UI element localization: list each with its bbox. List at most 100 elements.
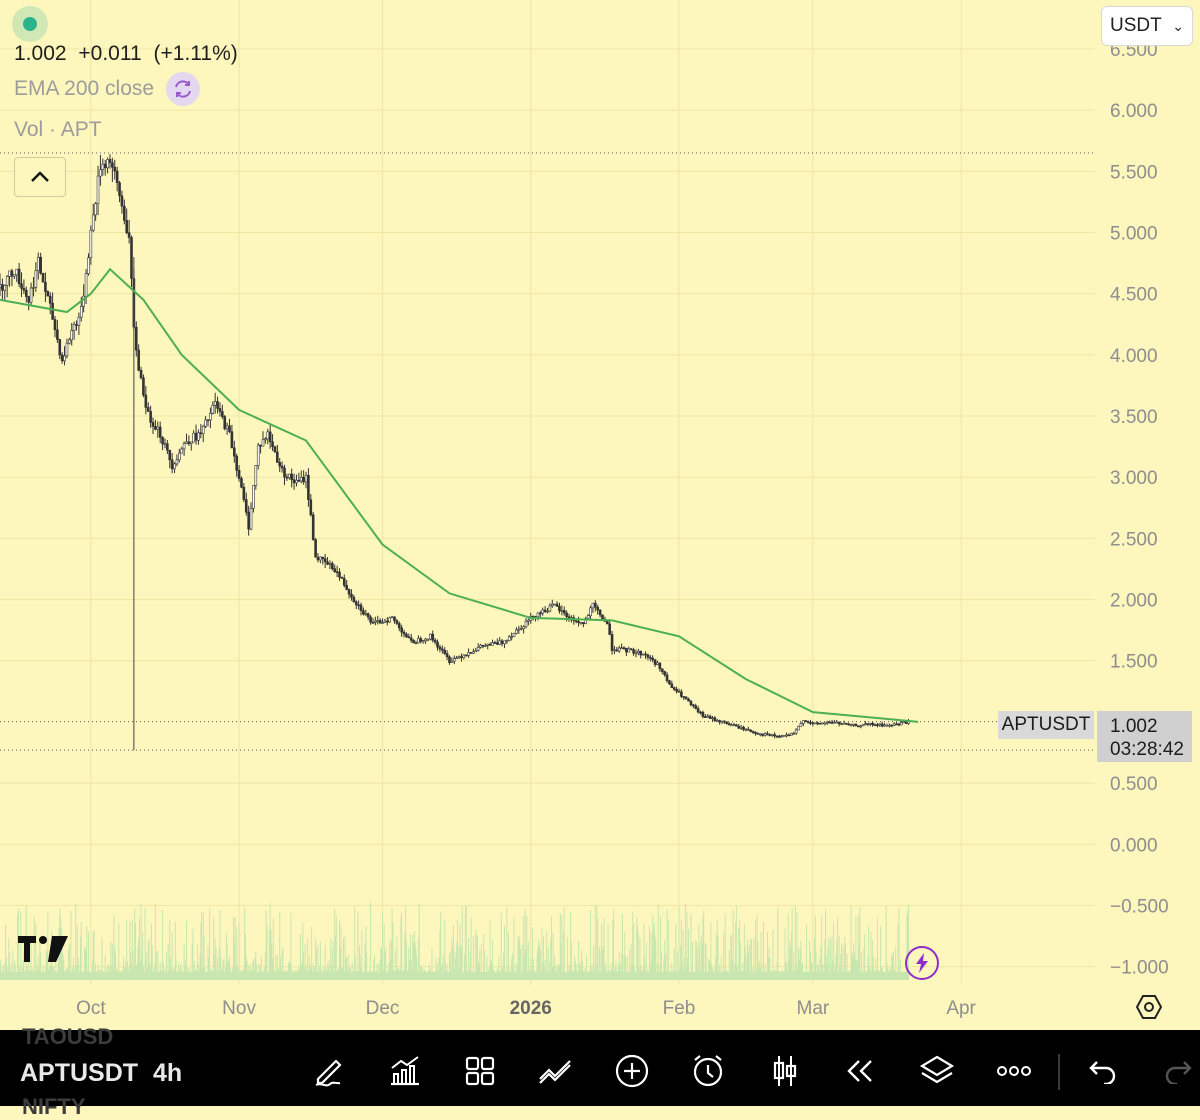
candle-body: [558, 605, 561, 612]
chart-type-button[interactable]: [767, 1053, 803, 1089]
x-tick-label: Nov: [222, 998, 256, 1019]
candle-body: [182, 443, 186, 450]
candle-body: [680, 691, 683, 697]
candle-body: [20, 283, 23, 289]
chart-settings-icon[interactable]: [1135, 994, 1163, 1025]
currency-select[interactable]: USDT ⌄: [1101, 6, 1193, 46]
candle-body: [137, 349, 140, 371]
y-tick-label: 4.000: [1110, 346, 1158, 367]
candle-body: [718, 720, 721, 723]
layouts-button[interactable]: [462, 1053, 498, 1089]
toolbar-divider: [1058, 1054, 1060, 1090]
candle-body: [15, 268, 19, 276]
candle-body: [770, 734, 774, 736]
price-chart[interactable]: 6.5006.0005.5005.0004.5004.0003.5003.000…: [0, 0, 1200, 1030]
candle-body: [390, 616, 394, 619]
redo-icon: [1165, 1061, 1192, 1084]
last-price-tag: 1.002 03:28:42: [1097, 711, 1192, 762]
candle-body: [292, 479, 296, 484]
candle-body: [586, 615, 590, 619]
candle-body: [374, 620, 377, 623]
candle-body: [108, 159, 112, 164]
candle-body: [209, 412, 212, 421]
candle-body: [405, 633, 408, 637]
candle-body: [512, 633, 516, 637]
more-button[interactable]: [996, 1053, 1032, 1089]
candle-body: [488, 643, 492, 646]
candle-body: [649, 657, 652, 659]
candle-body: [694, 705, 698, 709]
candle-body: [723, 720, 726, 723]
candle-body: [754, 731, 757, 734]
lightning-icon[interactable]: [905, 946, 939, 980]
chart-area[interactable]: 6.500 6.000 5.500 5.000 4.500 4.000 3.500 3.000…: [0, 0, 1200, 1030]
candle-body: [481, 644, 485, 647]
candle-body: [498, 640, 501, 645]
candle-body: [431, 633, 435, 641]
candle-body: [56, 329, 59, 340]
plus-circle-icon: [615, 1054, 649, 1088]
symbol-selector[interactable]: APTUSDT: [20, 1059, 139, 1087]
candle-body: [584, 618, 588, 624]
candle-body: [591, 602, 595, 609]
candle-body: [747, 728, 750, 731]
candle-body: [371, 621, 375, 624]
candle-body: [637, 650, 640, 654]
undo-button[interactable]: [1085, 1053, 1121, 1089]
price-change-pct: (+1.11%): [153, 42, 238, 65]
candle-body: [742, 726, 745, 730]
compare-button[interactable]: [538, 1053, 574, 1089]
candle-body: [366, 613, 370, 618]
candle-body: [103, 163, 107, 169]
redo-button[interactable]: [1160, 1053, 1196, 1089]
candle-body: [778, 735, 781, 738]
candle-body: [849, 724, 853, 726]
candle-body: [503, 640, 506, 645]
tradingview-logo-icon[interactable]: [18, 936, 70, 967]
candle-body: [48, 295, 52, 304]
candle-body: [414, 642, 418, 645]
candle-body: [711, 717, 714, 720]
ema-indicator-label[interactable]: EMA 200 close: [14, 77, 155, 100]
y-tick-label: 1.500: [1110, 652, 1158, 673]
candle-body: [522, 626, 525, 629]
candle-body: [333, 568, 337, 572]
candle-body: [10, 270, 14, 277]
candle-body: [0, 284, 2, 288]
candle-body: [75, 324, 78, 326]
drawing-tools-button[interactable]: [311, 1053, 347, 1089]
candle-body: [617, 647, 621, 652]
ghost-symbol-above: TAOUSD: [22, 1024, 114, 1049]
alert-button[interactable]: [690, 1053, 726, 1089]
candle-body: [443, 649, 446, 654]
candle-body: [426, 638, 430, 641]
refresh-icon[interactable]: [166, 72, 200, 106]
candle-body: [749, 729, 753, 732]
interval-selector[interactable]: 4h: [153, 1059, 183, 1087]
candle-body: [192, 432, 195, 443]
candle-body: [307, 475, 310, 500]
volume-indicator-label[interactable]: Vol · APT: [14, 118, 102, 141]
candle-body: [756, 733, 760, 735]
candle-body: [761, 733, 764, 736]
candle-body: [491, 642, 494, 646]
indicators-button[interactable]: [387, 1053, 423, 1089]
candle-body: [204, 419, 207, 427]
candle-body: [111, 162, 114, 168]
candle-body: [173, 463, 176, 470]
candle-body: [276, 451, 279, 463]
candle-body: [897, 723, 901, 726]
replay-button[interactable]: [843, 1053, 879, 1089]
candle-body: [230, 431, 234, 449]
candle-body: [29, 287, 33, 303]
add-button[interactable]: [614, 1053, 650, 1089]
layers-button[interactable]: [919, 1053, 955, 1089]
candle-body: [715, 720, 719, 722]
market-status-icon[interactable]: [12, 6, 48, 42]
collapse-legend-button[interactable]: [14, 157, 66, 197]
candle-body: [228, 425, 231, 433]
candle-body: [5, 276, 9, 286]
candle-body: [775, 735, 779, 738]
candle-body: [402, 631, 406, 635]
candle-body: [864, 723, 867, 725]
